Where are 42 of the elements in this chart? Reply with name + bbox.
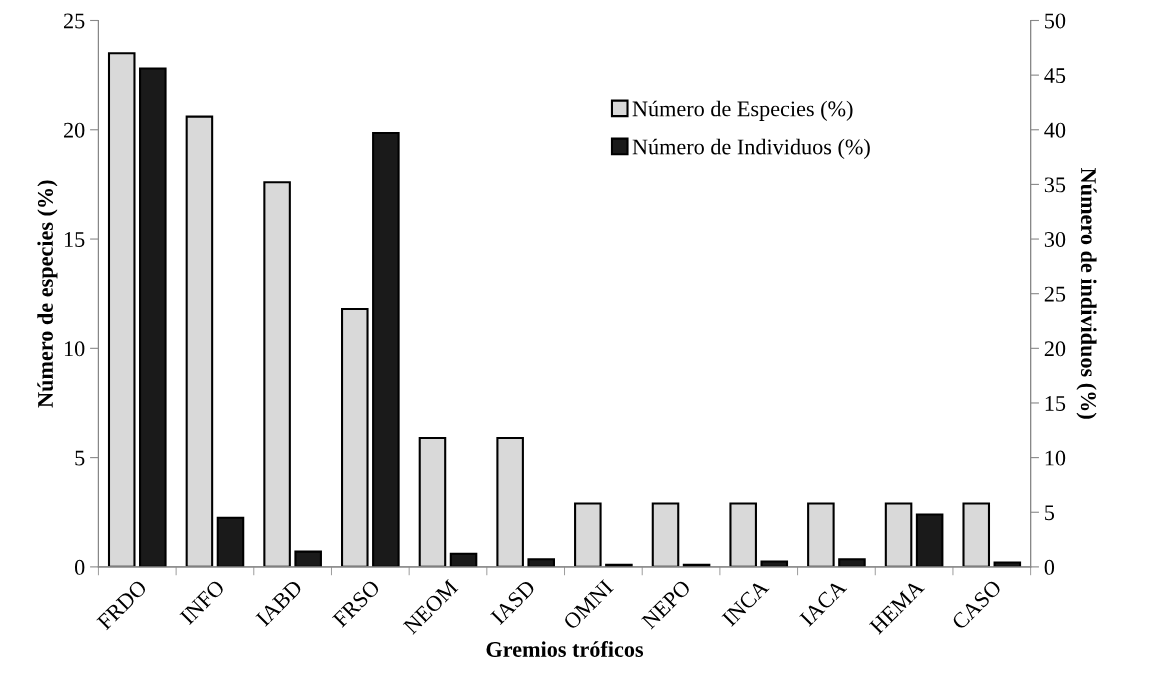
y2-tick-label: 5	[1045, 505, 1055, 521]
y2-tick-label: 0	[1044, 559, 1055, 575]
y2-tick-label: 30	[1044, 231, 1066, 247]
legend-label: Número de Individuos (%)	[632, 138, 870, 159]
bar	[496, 436, 524, 567]
bar	[185, 115, 214, 567]
bar	[807, 502, 835, 567]
bar	[418, 436, 447, 567]
bar	[962, 502, 991, 567]
bar	[139, 67, 167, 567]
y-tick-label: 20	[63, 122, 85, 138]
y-tick-label: 10	[64, 341, 85, 357]
y2-axis-title: Número de individuos (%)	[1076, 168, 1097, 419]
y-axis-title: Número de especies (%)	[37, 180, 58, 408]
y2-tick-label: 50	[1045, 13, 1066, 29]
y2-tick-label: 25	[1044, 286, 1066, 302]
bar	[651, 502, 680, 567]
bar	[341, 307, 369, 567]
bar	[729, 502, 757, 567]
bar	[294, 550, 322, 567]
y-tick-label: 25	[63, 13, 85, 29]
y2-tick-label: 15	[1045, 396, 1066, 411]
y-tick-label: 15	[64, 232, 85, 247]
y2-tick-label: 40	[1044, 122, 1066, 138]
bar	[263, 181, 291, 567]
y2-tick-label: 35	[1044, 177, 1066, 193]
bar	[372, 132, 400, 567]
bar	[993, 561, 1022, 567]
bar	[574, 502, 602, 567]
bar	[527, 558, 555, 567]
y-tick-label: 5	[75, 450, 85, 466]
legend-label: Número de Especies (%)	[632, 100, 853, 121]
y2-tick-label: 10	[1045, 450, 1066, 466]
bar	[838, 558, 866, 567]
bar	[760, 560, 789, 567]
x-axis-title: Gremios tróficos	[486, 641, 644, 657]
bar	[449, 552, 478, 567]
bar	[107, 52, 136, 567]
bar	[216, 516, 245, 567]
y2-tick-label: 20	[1044, 341, 1066, 357]
y2-tick-label: 45	[1044, 68, 1066, 84]
y-tick-label: 0	[74, 559, 85, 575]
